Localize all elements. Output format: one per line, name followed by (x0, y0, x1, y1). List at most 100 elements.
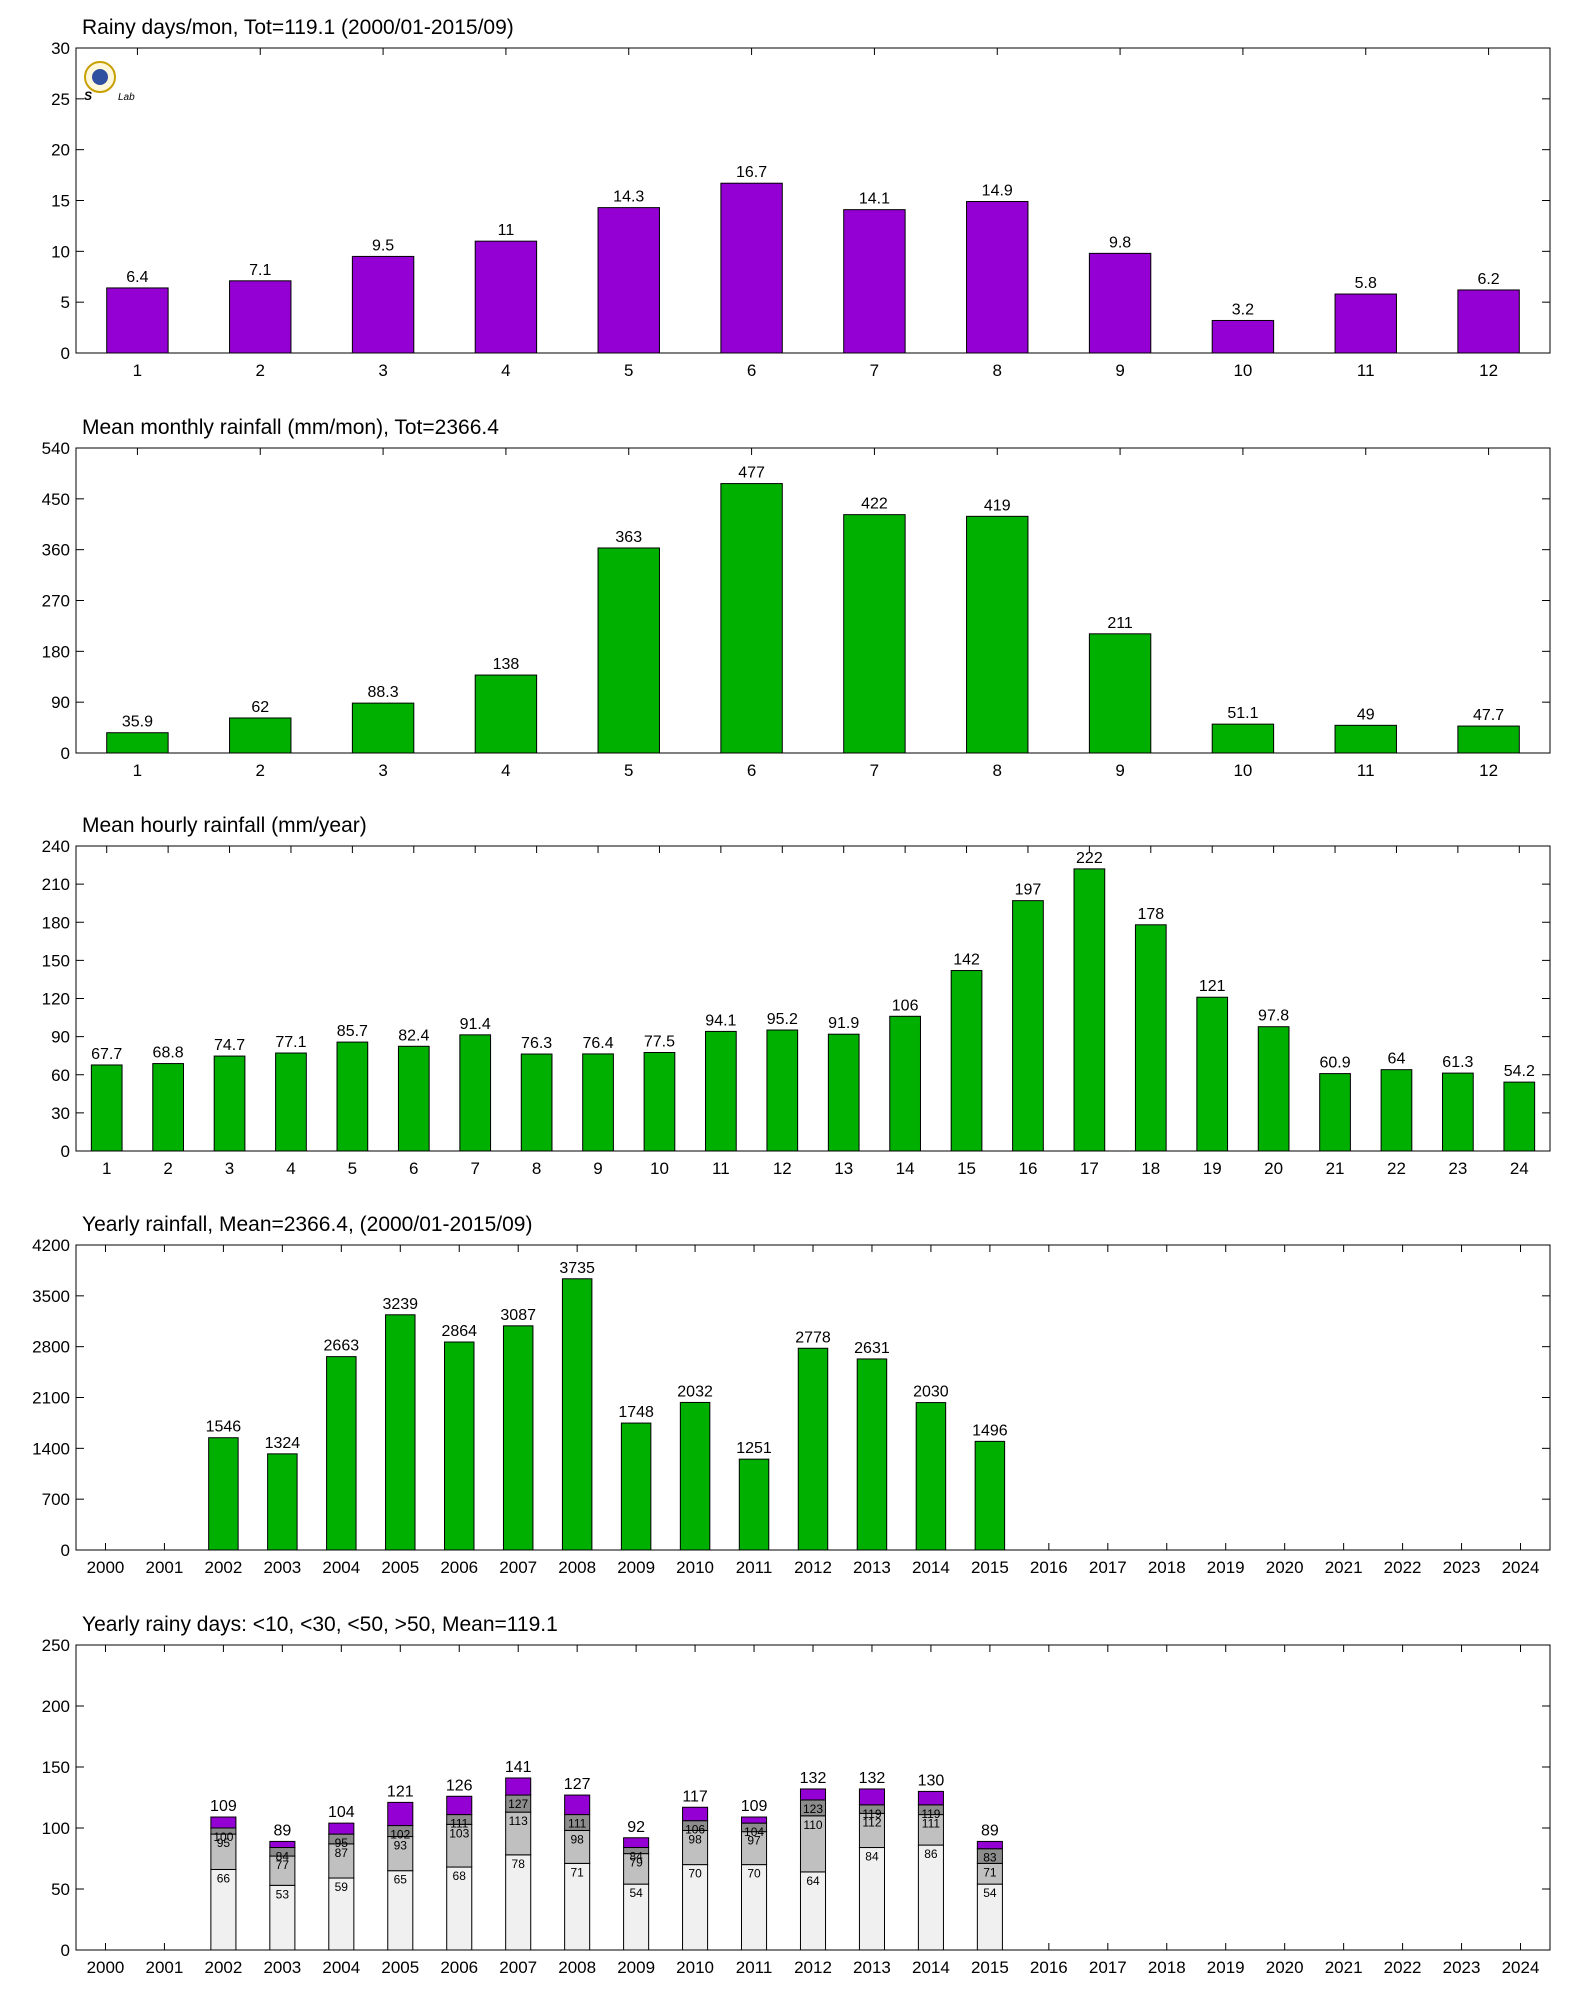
y-tick-label: 3500 (32, 1287, 70, 1306)
bar-value-label: 178 (1137, 906, 1164, 923)
segment-label-lt10: 68 (453, 1869, 467, 1883)
bar (1211, 723, 1275, 754)
x-tick-label: 2011 (736, 1558, 773, 1577)
x-tick-label: 6 (409, 1159, 418, 1178)
bar-value-label: 11 (498, 222, 515, 239)
stacked-segment-lt30 (682, 1829, 709, 1866)
x-tick-label: 2001 (146, 1958, 184, 1977)
segment-label-lt10: 59 (335, 1880, 349, 1894)
stacked-segment-lt30 (269, 1855, 296, 1886)
bar-value-label: 138 (493, 656, 520, 673)
stacked-segment-total (741, 1816, 768, 1824)
x-tick-label: 10 (1233, 361, 1252, 380)
bar-value-label: 91.4 (460, 1016, 491, 1033)
x-tick-label: 2002 (204, 1958, 242, 1977)
segment-label-lt10: 54 (983, 1886, 997, 1900)
stacked-segment-total (210, 1816, 237, 1829)
stacked-segment-total (976, 1840, 1003, 1850)
bar (1196, 996, 1229, 1152)
y-tick-label: 270 (42, 592, 70, 611)
bar (1334, 293, 1397, 354)
bar-value-label: 2032 (677, 1383, 713, 1400)
segment-label-lt30: 98 (688, 1832, 702, 1846)
x-tick-label: 14 (896, 1159, 915, 1178)
y-tick-label: 5 (61, 293, 70, 312)
segment-label-lt30: 97 (747, 1834, 761, 1848)
y-tick-label: 1400 (32, 1439, 70, 1458)
x-tick-label: 11 (712, 1159, 730, 1178)
bar-value-label: 61.3 (1442, 1054, 1473, 1071)
x-tick-label: 2021 (1325, 1558, 1363, 1577)
bar (1073, 868, 1106, 1152)
x-tick-label: 2022 (1384, 1558, 1422, 1577)
bar (720, 483, 783, 754)
bar-value-label: 49 (1357, 706, 1375, 723)
x-tick-label: 5 (624, 761, 633, 780)
x-tick-label: 2007 (499, 1958, 537, 1977)
bar-value-label: 97.8 (1258, 1008, 1289, 1025)
bar (679, 1401, 711, 1551)
x-tick-label: 6 (747, 761, 756, 780)
total-label: 127 (564, 1776, 591, 1793)
y-tick-label: 20 (51, 141, 70, 160)
bar-value-label: 35.9 (122, 714, 153, 731)
x-tick-label: 11 (1357, 361, 1375, 380)
x-tick-label: 5 (624, 361, 633, 380)
x-tick-label: 2018 (1148, 1558, 1186, 1577)
bar-value-label: 85.7 (337, 1023, 368, 1040)
x-tick-label: 2016 (1030, 1958, 1068, 1977)
chart-panel-5: 0 50 100 150 200 250 2000 2001 2002 2003 2004 2005 2… (42, 1613, 1551, 1977)
bar (351, 702, 415, 754)
x-tick-label: 2019 (1207, 1958, 1245, 1977)
y-tick-label: 10 (51, 242, 70, 261)
x-tick-label: 10 (650, 1159, 669, 1178)
bar (1211, 319, 1275, 354)
y-tick-label: 150 (42, 1758, 70, 1777)
x-tick-label: 2014 (912, 1558, 950, 1577)
bar (1457, 725, 1520, 754)
bar-value-label: 2663 (324, 1338, 360, 1355)
y-tick-label: 250 (42, 1636, 70, 1655)
total-label: 109 (741, 1798, 768, 1815)
x-tick-label: 8 (532, 1159, 541, 1178)
stacked-segment-lt10 (917, 1844, 944, 1951)
x-tick-label: 7 (470, 1159, 479, 1178)
bar (966, 515, 1029, 754)
bar (474, 240, 538, 354)
bar (326, 1356, 357, 1551)
stacked-segment-total (387, 1801, 414, 1827)
x-tick-label: 3 (225, 1159, 234, 1178)
bar-value-label: 67.7 (91, 1046, 122, 1063)
y-tick-label: 700 (42, 1490, 70, 1509)
bar (1134, 924, 1167, 1152)
stacked-segment-lt10 (387, 1870, 414, 1951)
stacked-segment-lt10 (564, 1862, 591, 1951)
x-tick-label: 20 (1264, 1159, 1283, 1178)
x-tick-label: 4 (501, 761, 510, 780)
bar-value-label: 1496 (972, 1422, 1008, 1439)
bar (520, 1053, 553, 1152)
bar (106, 287, 169, 354)
x-tick-label: 9 (1115, 761, 1124, 780)
y-tick-label: 540 (42, 439, 70, 458)
x-tick-label: 2009 (617, 1958, 655, 1977)
x-tick-label: 22 (1387, 1159, 1406, 1178)
bar (502, 1325, 534, 1551)
segment-label-lt50: 95 (335, 1836, 349, 1850)
x-tick-label: 2017 (1089, 1958, 1127, 1977)
x-tick-label: 9 (593, 1159, 602, 1178)
x-tick-label: 2024 (1502, 1558, 1540, 1577)
x-tick-label: 11 (1357, 761, 1375, 780)
bar-value-label: 3087 (500, 1307, 536, 1324)
bar-value-label: 88.3 (368, 684, 399, 701)
bar (738, 1458, 770, 1551)
stacked-segment-lt30 (446, 1823, 473, 1868)
stacked-segment-lt10 (328, 1877, 355, 1951)
x-tick-label: 6 (747, 361, 756, 380)
bar-value-label: 76.4 (582, 1035, 613, 1052)
total-label: 132 (859, 1770, 886, 1787)
segment-label-lt10: 64 (806, 1874, 820, 1888)
bar-value-label: 60.9 (1319, 1055, 1350, 1072)
y-tick-label: 15 (51, 192, 70, 211)
x-tick-label: 12 (1479, 761, 1498, 780)
